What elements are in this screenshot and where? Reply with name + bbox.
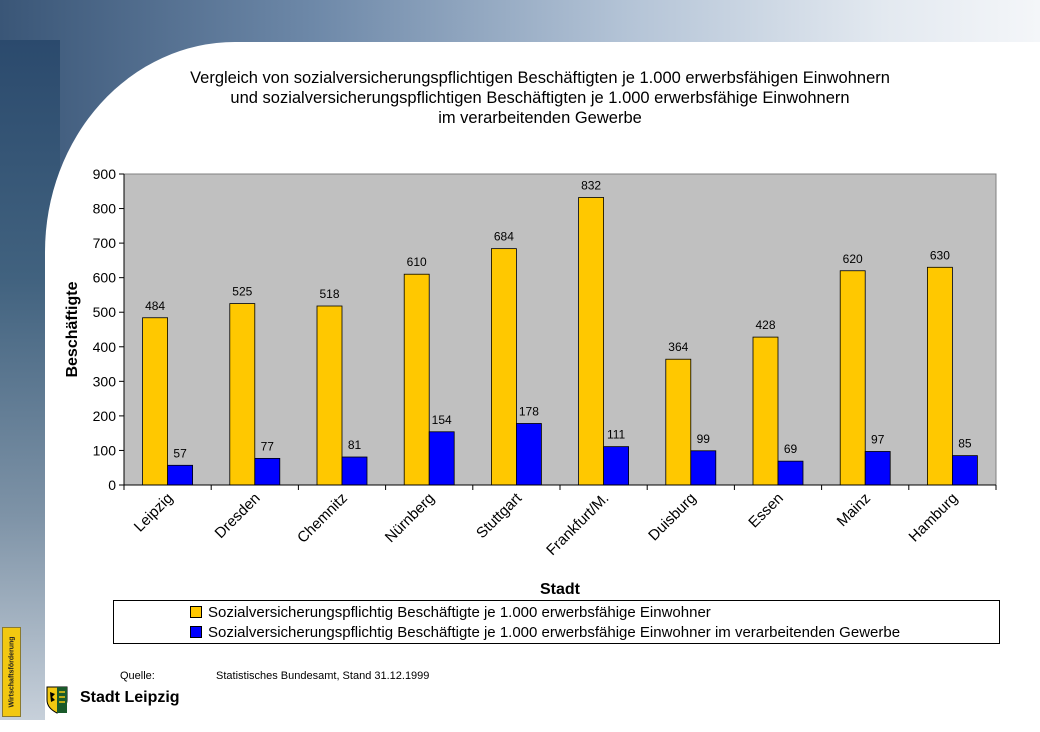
bar-manufacturing-4 — [516, 423, 542, 486]
bar-total-3 — [403, 273, 430, 486]
y-axis-label: Beschäftigte — [64, 281, 81, 377]
title-line-1: Vergleich von sozialversicherungspflicht… — [190, 69, 890, 87]
brand-name: Stadt Leipzig — [80, 689, 180, 706]
data-label-manufacturing-3: 154 — [432, 413, 452, 427]
category-label-8: Mainz — [834, 490, 874, 530]
wirtschaftsfoerderung-badge: Wirtschaftsförderung — [2, 627, 21, 717]
bar-manufacturing-9 — [952, 455, 978, 486]
data-label-manufacturing-6: 99 — [697, 432, 711, 446]
category-label-3: Nürnberg — [382, 490, 438, 546]
data-label-total-2: 518 — [319, 287, 339, 301]
bar-manufacturing-5 — [603, 446, 629, 486]
bar-manufacturing-0 — [167, 464, 194, 486]
bar-total-0 — [142, 317, 169, 486]
category-label-5: Frankfurt/M. — [543, 490, 612, 559]
data-label-total-0: 484 — [145, 299, 165, 313]
bar-manufacturing-2 — [341, 456, 368, 486]
data-label-manufacturing-0: 57 — [173, 446, 187, 460]
badge-text: Wirtschaftsförderung — [8, 636, 15, 708]
bar-total-8 — [839, 270, 866, 486]
category-label-4: Stuttgart — [473, 489, 526, 542]
bar-manufacturing-7 — [777, 460, 804, 486]
bar-manufacturing-6 — [690, 450, 717, 486]
category-label-0: Leipzig — [131, 490, 177, 536]
data-label-manufacturing-5: 111 — [607, 428, 626, 442]
data-label-total-5: 832 — [581, 178, 601, 192]
legend-item-1: Sozialversicherungspflichtig Beschäftigt… — [190, 603, 711, 621]
y-tick-label-1: 100 — [93, 442, 117, 458]
y-tick-label-8: 800 — [93, 201, 117, 217]
data-label-manufacturing-8: 97 — [871, 432, 885, 446]
legend-label-1: Sozialversicherungspflichtig Beschäftigt… — [208, 603, 711, 621]
source-label: Quelle: — [120, 670, 155, 682]
leipzig-coat-of-arms-icon — [46, 686, 68, 714]
bar-total-2 — [316, 305, 343, 486]
category-label-7: Essen — [745, 490, 787, 532]
bar-total-1 — [229, 303, 256, 486]
data-label-manufacturing-7: 69 — [784, 442, 798, 456]
y-tick-label-4: 400 — [93, 339, 117, 355]
bar-chart: 0 100 200 300 400 500 600 700 800 900 484 57 525 77 5… — [64, 166, 997, 598]
y-tick-label-7: 700 — [93, 235, 117, 251]
bar-total-9 — [927, 266, 953, 486]
bar-total-4 — [490, 248, 517, 486]
data-label-total-4: 684 — [494, 230, 514, 244]
legend: Sozialversicherungspflichtig Beschäftigt… — [113, 600, 1000, 644]
category-label-2: Chemnitz — [294, 490, 351, 547]
bar-total-7 — [752, 336, 779, 486]
bar-manufacturing-3 — [428, 431, 455, 486]
legend-swatch-blue — [190, 626, 202, 638]
data-label-manufacturing-4: 178 — [519, 404, 539, 418]
title-line-2: und sozialversicherungspflichtigen Besch… — [230, 89, 850, 107]
data-label-manufacturing-9: 85 — [958, 437, 972, 451]
data-label-total-9: 630 — [930, 248, 950, 262]
data-label-total-1: 525 — [232, 285, 252, 299]
x-axis-label: Stadt — [540, 581, 581, 598]
title-line-3: im verarbeitenden Gewerbe — [438, 109, 642, 127]
legend-item-2: Sozialversicherungspflichtig Beschäftigt… — [190, 623, 900, 641]
y-tick-label-6: 600 — [93, 270, 117, 286]
y-tick-label-0: 0 — [108, 477, 116, 493]
bar-total-6 — [665, 358, 692, 486]
bars: 484 57 525 77 518 81 610 154 684 178 832 111 364 99 42… — [142, 178, 978, 486]
data-label-total-3: 610 — [407, 255, 427, 269]
legend-swatch-yellow — [190, 606, 202, 618]
y-tick-label-3: 300 — [93, 373, 117, 389]
data-label-manufacturing-1: 77 — [261, 439, 275, 453]
bar-manufacturing-1 — [254, 457, 281, 486]
y-axis: 0 100 200 300 400 500 600 700 800 900 — [93, 166, 125, 493]
source-text: Statistisches Bundesamt, Stand 31.12.199… — [216, 670, 430, 682]
data-label-total-6: 364 — [668, 340, 688, 354]
category-label-1: Dresden — [212, 490, 264, 542]
data-label-total-7: 428 — [755, 318, 775, 332]
y-tick-label-2: 200 — [93, 408, 117, 424]
category-label-9: Hamburg — [906, 490, 962, 546]
y-tick-label-5: 500 — [93, 304, 117, 320]
chart-title: Vergleich von sozialversicherungspflicht… — [130, 68, 950, 128]
data-label-total-8: 620 — [843, 252, 863, 266]
x-axis: Leipzig Dresden Chemnitz Nürnberg Stuttgart F… — [123, 484, 997, 559]
bar-manufacturing-8 — [864, 451, 891, 486]
y-tick-label-9: 900 — [93, 166, 117, 182]
bar-total-5 — [578, 197, 604, 486]
category-label-6: Duisburg — [645, 490, 699, 544]
legend-label-2: Sozialversicherungspflichtig Beschäftigt… — [208, 623, 901, 641]
data-label-manufacturing-2: 81 — [348, 438, 362, 452]
